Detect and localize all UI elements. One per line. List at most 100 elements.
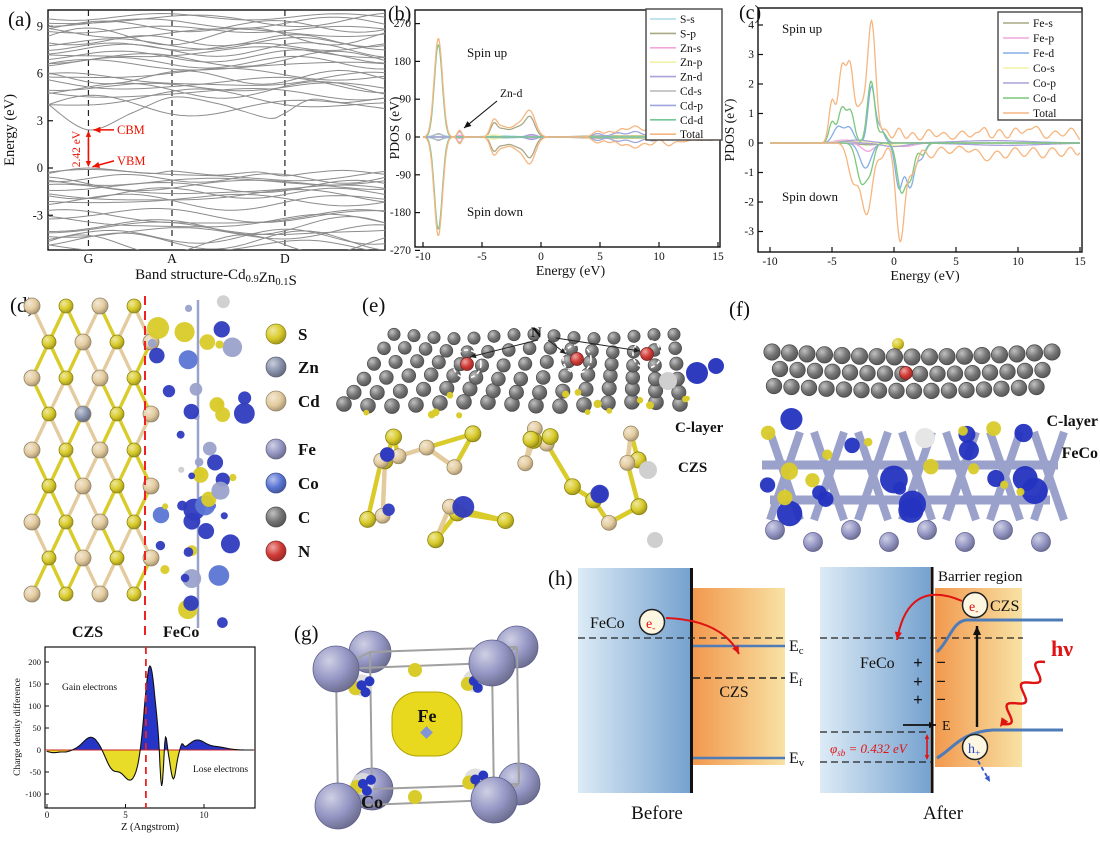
panel-d-atom-legend: S Zn Cd Fe Co CN (265, 323, 320, 562)
c-atom (535, 370, 551, 385)
c-atom (940, 382, 958, 399)
feco-atom (955, 532, 975, 552)
iso-blue (472, 682, 483, 693)
arrowhead (85, 130, 92, 137)
panel-b-ylabel: PDOS (eV) (387, 97, 402, 160)
hole-circle (961, 733, 989, 761)
arrow-line (469, 339, 539, 358)
panel-g-feco-cube: (g) Fe Co (294, 621, 541, 830)
iso-blue (361, 785, 372, 796)
c-atom (999, 363, 1016, 380)
band-line (48, 42, 385, 52)
iso-blue (478, 770, 489, 781)
y-tick-label: 2 (748, 79, 754, 91)
blob (189, 382, 203, 396)
c-atom (841, 364, 859, 381)
c-layer-label: C-layer (1046, 413, 1098, 430)
edge-band-line (48, 167, 385, 177)
c-atom (981, 364, 999, 381)
minus-charge: − (936, 672, 946, 691)
y-tick-label: -1 (744, 167, 754, 179)
c-atom (456, 394, 472, 410)
c-atom (955, 347, 974, 365)
x-tick-label: 0 (891, 256, 897, 268)
arrowhead (470, 352, 477, 359)
co-atom-front (312, 645, 360, 693)
iso-blob (590, 484, 609, 504)
iso-blob (923, 458, 939, 475)
iso-blob (986, 421, 1002, 437)
c-atom (491, 371, 506, 387)
blob (213, 321, 230, 338)
y-tick-label: -90 (396, 169, 412, 181)
c-atom (859, 365, 876, 382)
blob (184, 304, 193, 313)
feco-atom (917, 520, 937, 540)
band-line (48, 81, 385, 99)
s-atom (892, 338, 904, 350)
x-tick-label: 10 (1012, 256, 1024, 268)
atom-Cd (142, 549, 160, 567)
band-line (48, 49, 385, 64)
legend-atom-label: S (298, 325, 307, 344)
atom-S (126, 586, 142, 602)
band-line (48, 82, 385, 92)
c-atom (868, 348, 886, 366)
cluster-atom (418, 439, 435, 456)
x-tick-label: 10 (653, 251, 665, 263)
carbon-sheet (336, 327, 688, 414)
bond (365, 460, 384, 520)
iso-blob (759, 477, 776, 493)
y-tick-label: 0 (748, 138, 754, 150)
cluster-atom (623, 425, 639, 442)
atom-Cd (91, 369, 109, 387)
blob (183, 547, 194, 557)
feco-atom (1031, 532, 1051, 552)
band-line (48, 36, 385, 51)
atom-S (126, 298, 142, 314)
c-atom (508, 384, 524, 400)
panel-e-czs-clayer-structure: (e) N C-layer CZS (336, 293, 724, 549)
atom-S (41, 478, 57, 494)
feco-metal-block (578, 568, 690, 793)
legend-label: Cd-d (680, 115, 703, 127)
atom-Cd (23, 441, 41, 459)
blob (233, 402, 255, 424)
legend-atom-label: Co (298, 474, 319, 493)
c-atom (601, 380, 617, 396)
c-atom (576, 397, 592, 413)
arrowhead (92, 161, 101, 168)
iso-fleck (606, 407, 613, 414)
c-atom (973, 346, 991, 365)
gain-area (47, 666, 255, 750)
blob (183, 403, 200, 420)
ec-label: Ec (789, 638, 804, 657)
blob (229, 473, 237, 482)
iso-fleck (646, 401, 654, 410)
x-tick-label: 5 (597, 251, 603, 263)
czs-label: CZS (678, 460, 707, 476)
panel-d-charge-density-chart: 200 150 100 50 0 -50 -100 0 5 10 Charge density di… (12, 646, 256, 833)
c-atom (431, 355, 446, 370)
band-line (48, 25, 385, 34)
zn-d-annotation: Zn-d (500, 88, 523, 100)
y-tick-label: -270 (390, 245, 411, 257)
panel-f-feco-clayer-structure: (f) C-layer FeCo (729, 297, 1098, 552)
legend-label: S-s (680, 14, 695, 26)
c-atom (625, 370, 641, 385)
cluster-atom (541, 428, 559, 445)
band-line (48, 69, 385, 85)
n-atom (899, 366, 913, 380)
band-line (48, 193, 385, 207)
iso-blob (777, 489, 793, 506)
c-atom (806, 362, 824, 380)
c-atom (481, 345, 495, 359)
c-atom (1008, 345, 1026, 363)
c-atom (502, 343, 516, 357)
c-atom (522, 341, 537, 356)
legend-label: Zn-p (680, 57, 703, 69)
iso-fleck (363, 409, 370, 416)
n-dashed-circle (562, 344, 592, 374)
y-tick-label: 4 (748, 20, 754, 32)
feco-label: FeCo (1062, 445, 1098, 462)
